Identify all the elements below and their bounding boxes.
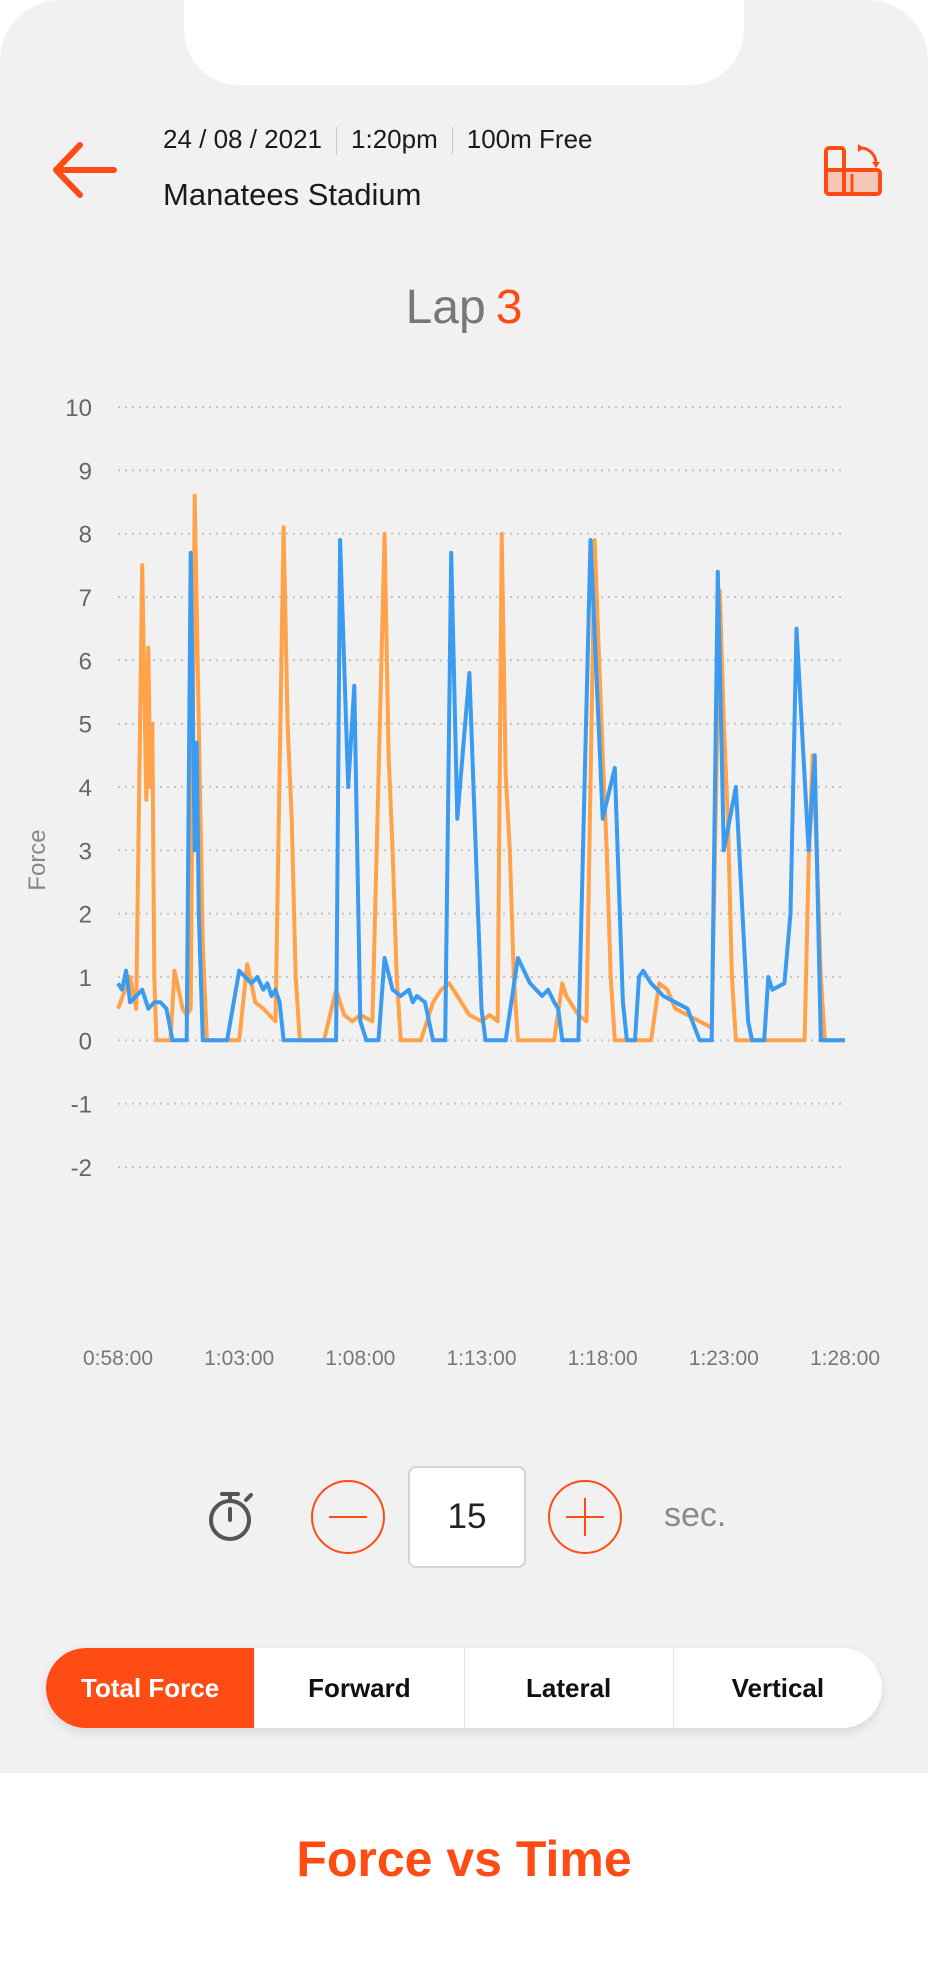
back-button[interactable] — [48, 140, 122, 200]
x-tick-label: 0:58:00 — [83, 1347, 153, 1370]
session-time: 1:20pm — [351, 124, 438, 154]
meta-divider — [451, 127, 453, 156]
y-tick-label: 4 — [79, 775, 92, 802]
rotate-screen-button[interactable] — [822, 142, 884, 198]
meta-divider — [336, 127, 338, 156]
x-tick-label: 1:18:00 — [568, 1347, 638, 1370]
x-tick-label: 1:23:00 — [689, 1347, 759, 1370]
tab-lateral[interactable]: Lateral — [463, 1648, 673, 1728]
session-date: 24 / 08 / 2021 — [163, 124, 323, 154]
x-tick-label: 1:13:00 — [446, 1347, 516, 1370]
y-tick-label: 2 — [79, 902, 92, 929]
y-tick-label: 0 — [79, 1028, 92, 1055]
increase-interval-button[interactable] — [548, 1480, 622, 1554]
x-tick-label: 1:28:00 — [810, 1347, 880, 1370]
y-tick-label: -1 — [71, 1092, 92, 1119]
y-axis-label: Force — [24, 829, 51, 890]
x-tick-label: 1:08:00 — [325, 1347, 395, 1370]
chart-series — [116, 493, 845, 1043]
venue-name: Manatees Stadium — [163, 177, 422, 212]
app-screen: 24 / 08 / 2021 1:20pm 100m Free Manatees S… — [0, 0, 928, 1773]
tab-total-force[interactable]: Total Force — [46, 1648, 255, 1728]
device-notch — [184, 0, 744, 85]
y-tick-label: -2 — [71, 1155, 92, 1182]
screen-caption: Force vs Time — [296, 1831, 632, 1887]
lap-label: Lap — [405, 281, 486, 334]
y-tick-label: 10 — [65, 395, 92, 422]
y-tick-label: 3 — [79, 838, 92, 865]
y-tick-label: 5 — [79, 712, 92, 739]
decrease-interval-button[interactable] — [311, 1480, 385, 1554]
x-tick-label: 1:03:00 — [204, 1347, 274, 1370]
tab-vertical[interactable]: Vertical — [672, 1648, 882, 1728]
x-axis-ticks: 0:58:00 1:03:00 1:08:00 1:13:00 1:18:00 1:23:… — [83, 1347, 880, 1370]
y-tick-label: 8 — [79, 522, 92, 549]
rotate-screen-icon — [824, 144, 882, 196]
lap-title: Lap 3 — [0, 280, 928, 335]
y-tick-label: 1 — [79, 965, 92, 992]
session-event: 100m Free — [466, 124, 593, 154]
y-tick-label: 6 — [79, 648, 92, 675]
lap-number: 3 — [495, 281, 523, 334]
y-tick-label: 7 — [79, 585, 92, 612]
tab-forward[interactable]: Forward — [254, 1648, 463, 1728]
interval-unit-label: sec. — [664, 1496, 727, 1534]
force-type-tabs: Total Force Forward Lateral Vertical — [46, 1648, 882, 1728]
session-meta: 24 / 08 / 2021 1:20pm 100m Free — [163, 124, 593, 156]
stopwatch-icon — [209, 1492, 253, 1541]
interval-input[interactable] — [408, 1466, 526, 1568]
series-line-2 — [116, 538, 845, 1043]
series-line-1 — [116, 493, 845, 1043]
arrow-left-icon — [53, 142, 117, 198]
y-tick-label: 9 — [79, 458, 92, 485]
